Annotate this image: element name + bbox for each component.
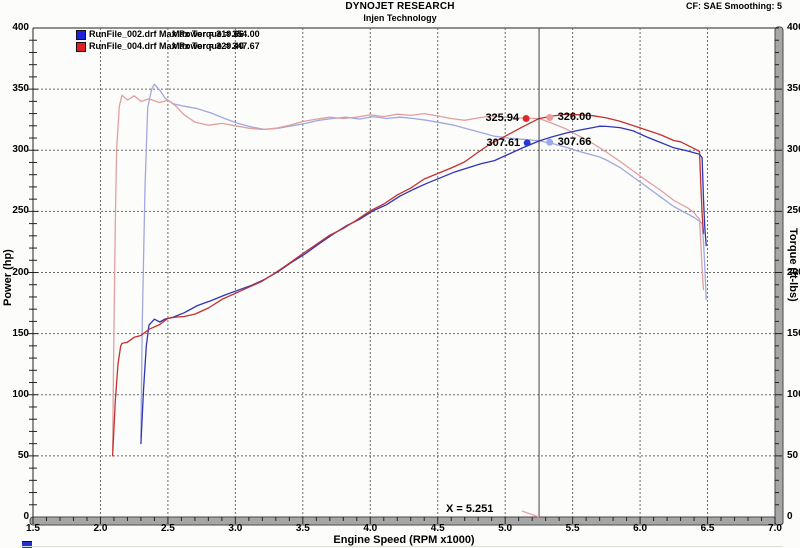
run004-torque-label: Max Torque = 347.67 [172, 41, 260, 51]
page-title: DYNOJET RESEARCH [345, 1, 455, 12]
bottom-divider-line [20, 546, 783, 547]
x-axis-tick-label: 2.0 [93, 523, 108, 534]
cursor-value-label: 325.94 [485, 112, 520, 125]
right-axis-title: Torque (ft-lbs) [787, 228, 799, 302]
x-axis-tick-label: 6.5 [700, 523, 715, 534]
left-axis-tick-label: 350 [12, 83, 29, 95]
run004-file-power-label: RunFile_004.drf Max Power = 329.40 [89, 41, 244, 51]
cursor-marker-dot [522, 114, 530, 122]
x-axis-tick-label: 1.5 [26, 523, 40, 534]
left-axis-tick-label: 200 [12, 266, 29, 278]
run002-color-swatch [76, 30, 86, 40]
curve-runfile-002-drf-torque [140, 83, 707, 439]
cursor-value-label: 307.61 [486, 136, 521, 149]
curve-runfile-004-drf-torque [111, 94, 705, 451]
run004-color-swatch [76, 42, 86, 52]
left-axis-tick-label: 150 [12, 327, 29, 339]
right-axis-tick-label: 350 [787, 83, 800, 95]
cursor-pointer-line [521, 510, 540, 518]
right-axis-tick-label: 250 [787, 205, 800, 217]
cursor-x-readout: X = 5.251 [446, 503, 494, 515]
right-axis-bar [774, 26, 784, 526]
left-axis-tick-label: 100 [12, 388, 29, 400]
cursor-marker-dot [523, 139, 531, 147]
left-axis-tick-label: 300 [12, 144, 29, 156]
left-axis-tick-label: 0 [23, 511, 29, 522]
x-axis-tick-label: 4.5 [430, 523, 445, 534]
x-axis-tick-label: 2.5 [160, 523, 175, 534]
x-axis-title: Engine Speed (RPM x1000) [333, 534, 475, 546]
run002-file-power-label: RunFile_002.drf Max Power = 319.66 [89, 29, 244, 39]
cursor-marker-dot [546, 138, 554, 146]
curve-runfile-002-drf-power [140, 125, 707, 445]
left-axis-tick-label: 400 [12, 22, 29, 33]
x-axis-tick-label: 4.0 [363, 523, 378, 534]
cursor-value-label: 326.00 [557, 111, 592, 124]
curve-runfile-004-drf-power [111, 113, 705, 457]
correction-smoothing-label: CF: SAE Smoothing: 5 [686, 1, 782, 11]
left-axis-tick-label: 50 [17, 449, 29, 461]
page-subtitle: Injen Technology [363, 13, 437, 23]
x-axis-tick-label: 6.0 [633, 523, 648, 534]
left-axis-title: Power (hp) [2, 249, 14, 306]
x-axis-tick-label: 3.5 [295, 523, 310, 534]
right-axis-tick-label: 300 [787, 144, 800, 156]
right-axis-tick-label: 150 [787, 327, 800, 339]
x-axis-tick-label: 7.0 [768, 523, 782, 534]
x-axis-tick-label: 5.5 [565, 523, 580, 534]
left-axis-tick-label: 250 [12, 205, 29, 217]
right-axis-tick-label: 50 [787, 449, 799, 461]
cursor-marker-dot [546, 113, 554, 121]
right-axis-tick-label: 400 [787, 22, 800, 33]
right-axis-tick-label: 100 [787, 388, 800, 400]
x-axis-tick-label: 5.0 [498, 523, 513, 534]
right-axis-tick-label: 0 [787, 511, 793, 522]
x-axis-bar [29, 516, 784, 526]
x-axis-tick-label: 3.0 [228, 523, 243, 534]
run002-torque-label: Max Torque = 354.00 [172, 29, 260, 39]
cursor-value-label: 307.66 [557, 136, 592, 149]
right-axis-tick-label: 200 [787, 266, 800, 278]
bottom-legend-swatch-cropped [22, 541, 32, 548]
